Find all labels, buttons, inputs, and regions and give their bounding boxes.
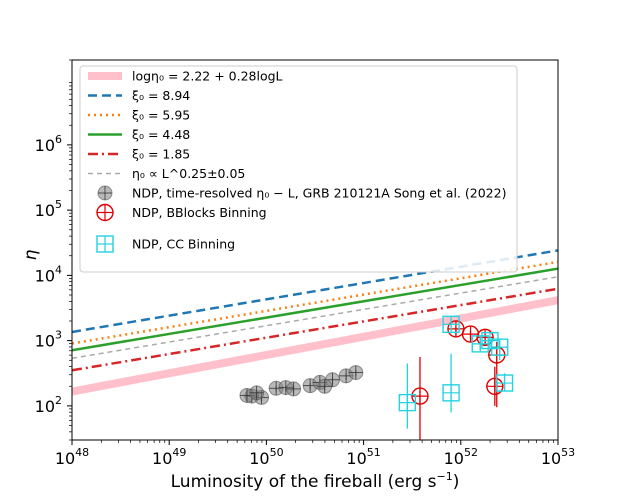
data-point — [286, 381, 302, 397]
line-fit — [72, 296, 558, 396]
y-tick-label: 105 — [35, 198, 62, 220]
x-axis-title: Luminosity of the fireball (erg s−1) — [171, 470, 460, 492]
x-tick-label: 1049 — [152, 446, 186, 468]
legend-handle — [96, 203, 114, 222]
legend-label: ξ₀ = 5.95 — [132, 108, 190, 123]
line-xi448 — [72, 267, 558, 352]
legend-item-fit: logη₀ = 2.22 + 0.28logL — [88, 69, 283, 84]
legend-label: logη₀ = 2.22 + 0.28logL — [132, 69, 283, 84]
data-point — [495, 374, 514, 392]
x-axis: 1048 1049 1050 1051 1052 1053 — [55, 440, 575, 468]
y-axis: 102 103 104 105 106 — [35, 59, 72, 441]
legend-item-xi894: ξ₀ = 8.94 — [88, 88, 190, 103]
y-tick-label: 102 — [35, 394, 62, 416]
x-tick-label: 1050 — [249, 446, 283, 468]
y-tick-label: 106 — [35, 133, 62, 155]
y-axis-title: η — [21, 249, 41, 260]
legend-item-xi448: ξ₀ = 4.48 — [88, 127, 190, 142]
line-xi595 — [72, 260, 558, 345]
legend-item-prop: η₀ ∝ L^0.25±0.05 — [88, 166, 245, 181]
data-point — [348, 365, 364, 381]
points-layer — [239, 315, 514, 440]
data-point — [481, 331, 499, 350]
legend-handle — [96, 235, 114, 253]
data-point — [442, 315, 460, 334]
x-tick-label: 1053 — [541, 446, 575, 468]
data-point — [317, 378, 333, 394]
legend-item-xi595: ξ₀ = 5.95 — [88, 108, 190, 123]
legend-label: NDP, time-resolved η₀ − L, GRB 210121A S… — [132, 186, 506, 201]
legend-label: ξ₀ = 1.85 — [132, 147, 190, 162]
x-tick-label: 1048 — [55, 446, 89, 468]
legend-box — [79, 65, 518, 273]
data-point — [398, 393, 417, 412]
legend-label: NDP, CC Binning — [132, 237, 235, 252]
data-point — [249, 385, 265, 401]
legend-label: η₀ ∝ L^0.25±0.05 — [132, 166, 245, 181]
legend-handle — [97, 185, 113, 201]
y-tick-label: 104 — [35, 263, 62, 285]
data-point — [442, 384, 460, 402]
legend-item-xi185: ξ₀ = 1.85 — [88, 147, 190, 162]
legend-item-cyan: NDP, CC Binning — [96, 235, 235, 253]
data-point — [461, 325, 480, 343]
data-point — [486, 377, 504, 396]
plot-frame — [71, 59, 559, 441]
data-point — [490, 338, 509, 356]
data-point — [411, 387, 429, 405]
legend-label: ξ₀ = 4.48 — [132, 127, 190, 142]
line-xi185 — [72, 287, 558, 372]
legend-item-red: NDP, BBlocks Binning — [96, 203, 267, 222]
x-tick-label: 1051 — [346, 446, 380, 468]
data-point — [447, 320, 465, 338]
y-tick-label: 103 — [35, 329, 62, 351]
x-tick-label: 1052 — [444, 446, 478, 468]
data-point — [476, 328, 494, 347]
legend-item-grey: NDP, time-resolved η₀ − L, GRB 210121A S… — [97, 185, 506, 201]
data-point — [471, 335, 489, 353]
legend: logη₀ = 2.22 + 0.28logL ξ₀ = 8.94 ξ₀ = 5.9… — [79, 65, 518, 273]
legend-label: NDP, BBlocks Binning — [132, 205, 267, 220]
line-prop — [72, 276, 558, 360]
legend-label: ξ₀ = 8.94 — [132, 88, 190, 103]
